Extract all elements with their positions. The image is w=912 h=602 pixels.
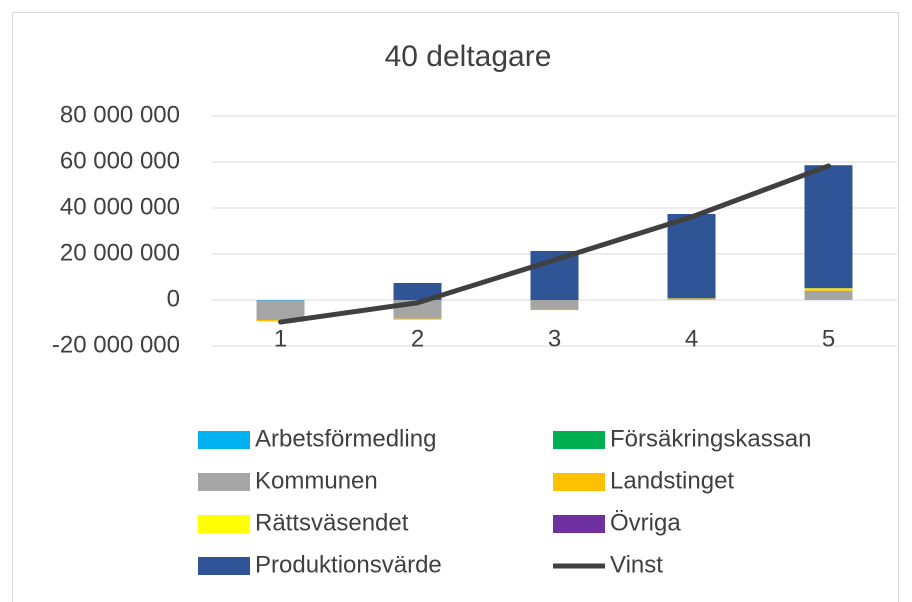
legend-swatch (198, 473, 250, 491)
legend-label: Arbetsförmedling (255, 425, 436, 452)
legend-label: Försäkringskassan (610, 425, 811, 452)
legend-swatch (198, 515, 250, 533)
legend-label: Övriga (610, 509, 681, 536)
x-tick-label: 3 (548, 325, 561, 352)
legend-swatch (553, 515, 605, 533)
bar (667, 298, 716, 300)
legend-swatch (553, 473, 605, 491)
x-tick-label: 2 (411, 325, 424, 352)
chart-title: 40 deltagare (385, 40, 552, 73)
x-tick-label: 1 (274, 325, 287, 352)
y-tick-label: 40 000 000 (60, 193, 180, 220)
legend-swatch (198, 431, 250, 449)
line (278, 163, 831, 325)
bar (530, 300, 579, 310)
bar (256, 300, 305, 321)
bar (804, 288, 853, 290)
legend-label: Produktionsvärde (255, 551, 442, 578)
bar (804, 165, 853, 289)
legend-label: Landstinget (610, 467, 734, 494)
y-tick-label: 60 000 000 (60, 147, 180, 174)
legend-swatch (553, 431, 605, 449)
y-tick-label: -20 000 000 (52, 331, 180, 358)
legend-label: Vinst (610, 551, 663, 578)
bar (667, 299, 716, 300)
legend-label: Rättsväsendet (255, 509, 409, 536)
chart-border (12, 12, 899, 602)
bar (804, 289, 853, 291)
x-tick-label: 5 (822, 325, 835, 352)
y-tick-label: 80 000 000 (60, 101, 180, 128)
bar (804, 290, 853, 300)
y-tick-label: 0 (167, 285, 180, 312)
bar (667, 213, 716, 299)
legend-label: Kommunen (255, 467, 378, 494)
x-tick-label: 4 (685, 325, 698, 352)
y-tick-label: 20 000 000 (60, 239, 180, 266)
legend-swatch (198, 557, 250, 575)
bar (393, 282, 442, 300)
bar (393, 318, 442, 320)
